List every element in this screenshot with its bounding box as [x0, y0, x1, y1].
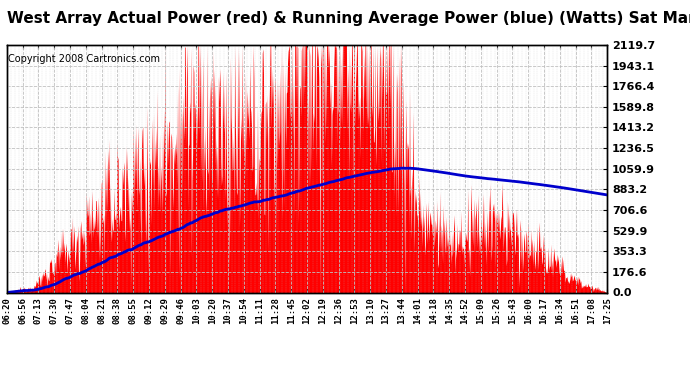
Text: Copyright 2008 Cartronics.com: Copyright 2008 Cartronics.com	[8, 54, 160, 64]
Text: West Array Actual Power (red) & Running Average Power (blue) (Watts) Sat Mar 1 1: West Array Actual Power (red) & Running …	[7, 11, 690, 26]
